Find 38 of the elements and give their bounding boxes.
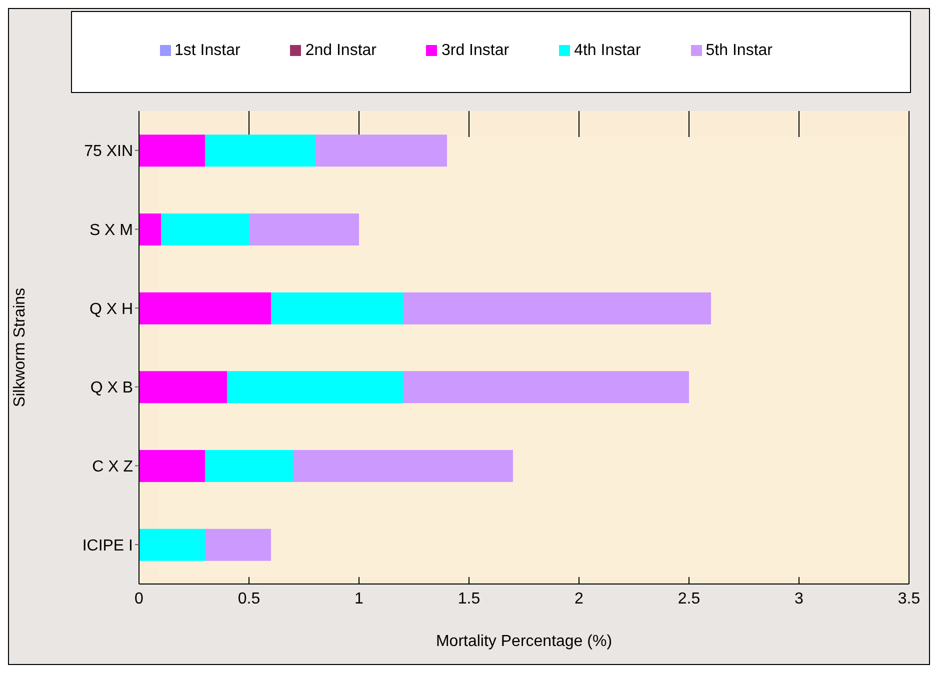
bar <box>205 134 315 167</box>
legend-label: 2nd Instar <box>305 42 376 59</box>
bar <box>139 528 205 561</box>
bar <box>139 450 205 482</box>
x-tick-label: 0 <box>134 590 144 608</box>
bar <box>249 213 359 246</box>
bar <box>315 134 447 167</box>
bar <box>271 292 403 324</box>
bar <box>205 528 271 561</box>
x-tick-label: 1.5 <box>458 590 480 608</box>
x-tick-label: 2.5 <box>678 590 700 608</box>
legend-label: 3rd Instar <box>441 42 510 59</box>
legend-label: 1st Instar <box>174 42 240 59</box>
x-tick-label: 1 <box>354 590 364 608</box>
y-tick-label: C X Z <box>92 458 134 476</box>
y-tick-label: Q X B <box>90 380 133 397</box>
y-axis-title: Silkworm Strains <box>12 288 29 408</box>
bar <box>139 371 227 404</box>
bar <box>139 292 271 324</box>
x-tick-label: 2 <box>574 590 584 608</box>
bar <box>227 371 403 404</box>
y-tick-label: S X M <box>89 222 133 239</box>
bar <box>161 213 249 246</box>
y-tick-label: Q X H <box>89 300 133 318</box>
legend-label: 4th Instar <box>574 42 641 59</box>
y-tick-label: 75 XIN <box>84 143 133 160</box>
bar <box>293 450 513 482</box>
x-tick-label: 0.5 <box>238 590 260 608</box>
bar <box>403 292 711 324</box>
bar <box>205 450 293 482</box>
y-tick-label: ICIPE I <box>82 537 133 554</box>
legend-label: 5th Instar <box>706 42 772 59</box>
x-tick-label: 3.5 <box>898 590 920 608</box>
x-tick-label: 3 <box>794 590 804 608</box>
x-axis-title: Mortality Percentage (%) <box>436 633 612 650</box>
bar <box>139 134 205 167</box>
bar <box>139 213 161 246</box>
bar <box>403 371 689 404</box>
